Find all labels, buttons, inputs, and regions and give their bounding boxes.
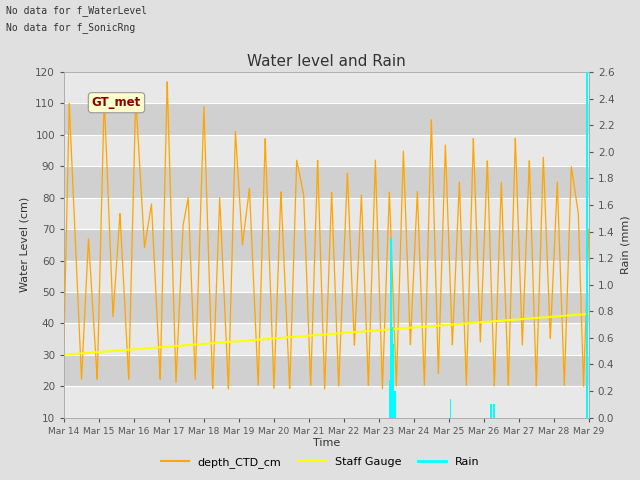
Bar	[64, 292, 589, 324]
Bar	[394, 391, 396, 418]
Bar	[64, 324, 589, 355]
Bar	[64, 355, 589, 386]
Text: GT_met: GT_met	[92, 96, 141, 109]
Legend: depth_CTD_cm, Staff Gauge, Rain: depth_CTD_cm, Staff Gauge, Rain	[156, 452, 484, 472]
Bar	[64, 386, 589, 418]
Bar	[586, 72, 588, 418]
Bar	[64, 103, 589, 135]
Title: Water level and Rain: Water level and Rain	[247, 54, 406, 70]
Bar	[64, 198, 589, 229]
Bar	[393, 345, 394, 418]
Bar	[64, 72, 589, 103]
Bar	[490, 404, 492, 418]
Bar	[450, 399, 451, 418]
Text: No data for f_SonicRng: No data for f_SonicRng	[6, 22, 136, 33]
X-axis label: Time: Time	[313, 438, 340, 448]
Bar	[388, 380, 390, 418]
Bar	[493, 404, 495, 418]
Bar	[390, 238, 392, 418]
Text: No data for f_WaterLevel: No data for f_WaterLevel	[6, 5, 147, 16]
Bar	[64, 261, 589, 292]
Bar	[64, 166, 589, 198]
Bar	[64, 229, 589, 261]
Y-axis label: Rain (mm): Rain (mm)	[620, 216, 630, 274]
Y-axis label: Water Level (cm): Water Level (cm)	[20, 197, 29, 292]
Bar	[64, 135, 589, 166]
Bar	[391, 327, 393, 418]
